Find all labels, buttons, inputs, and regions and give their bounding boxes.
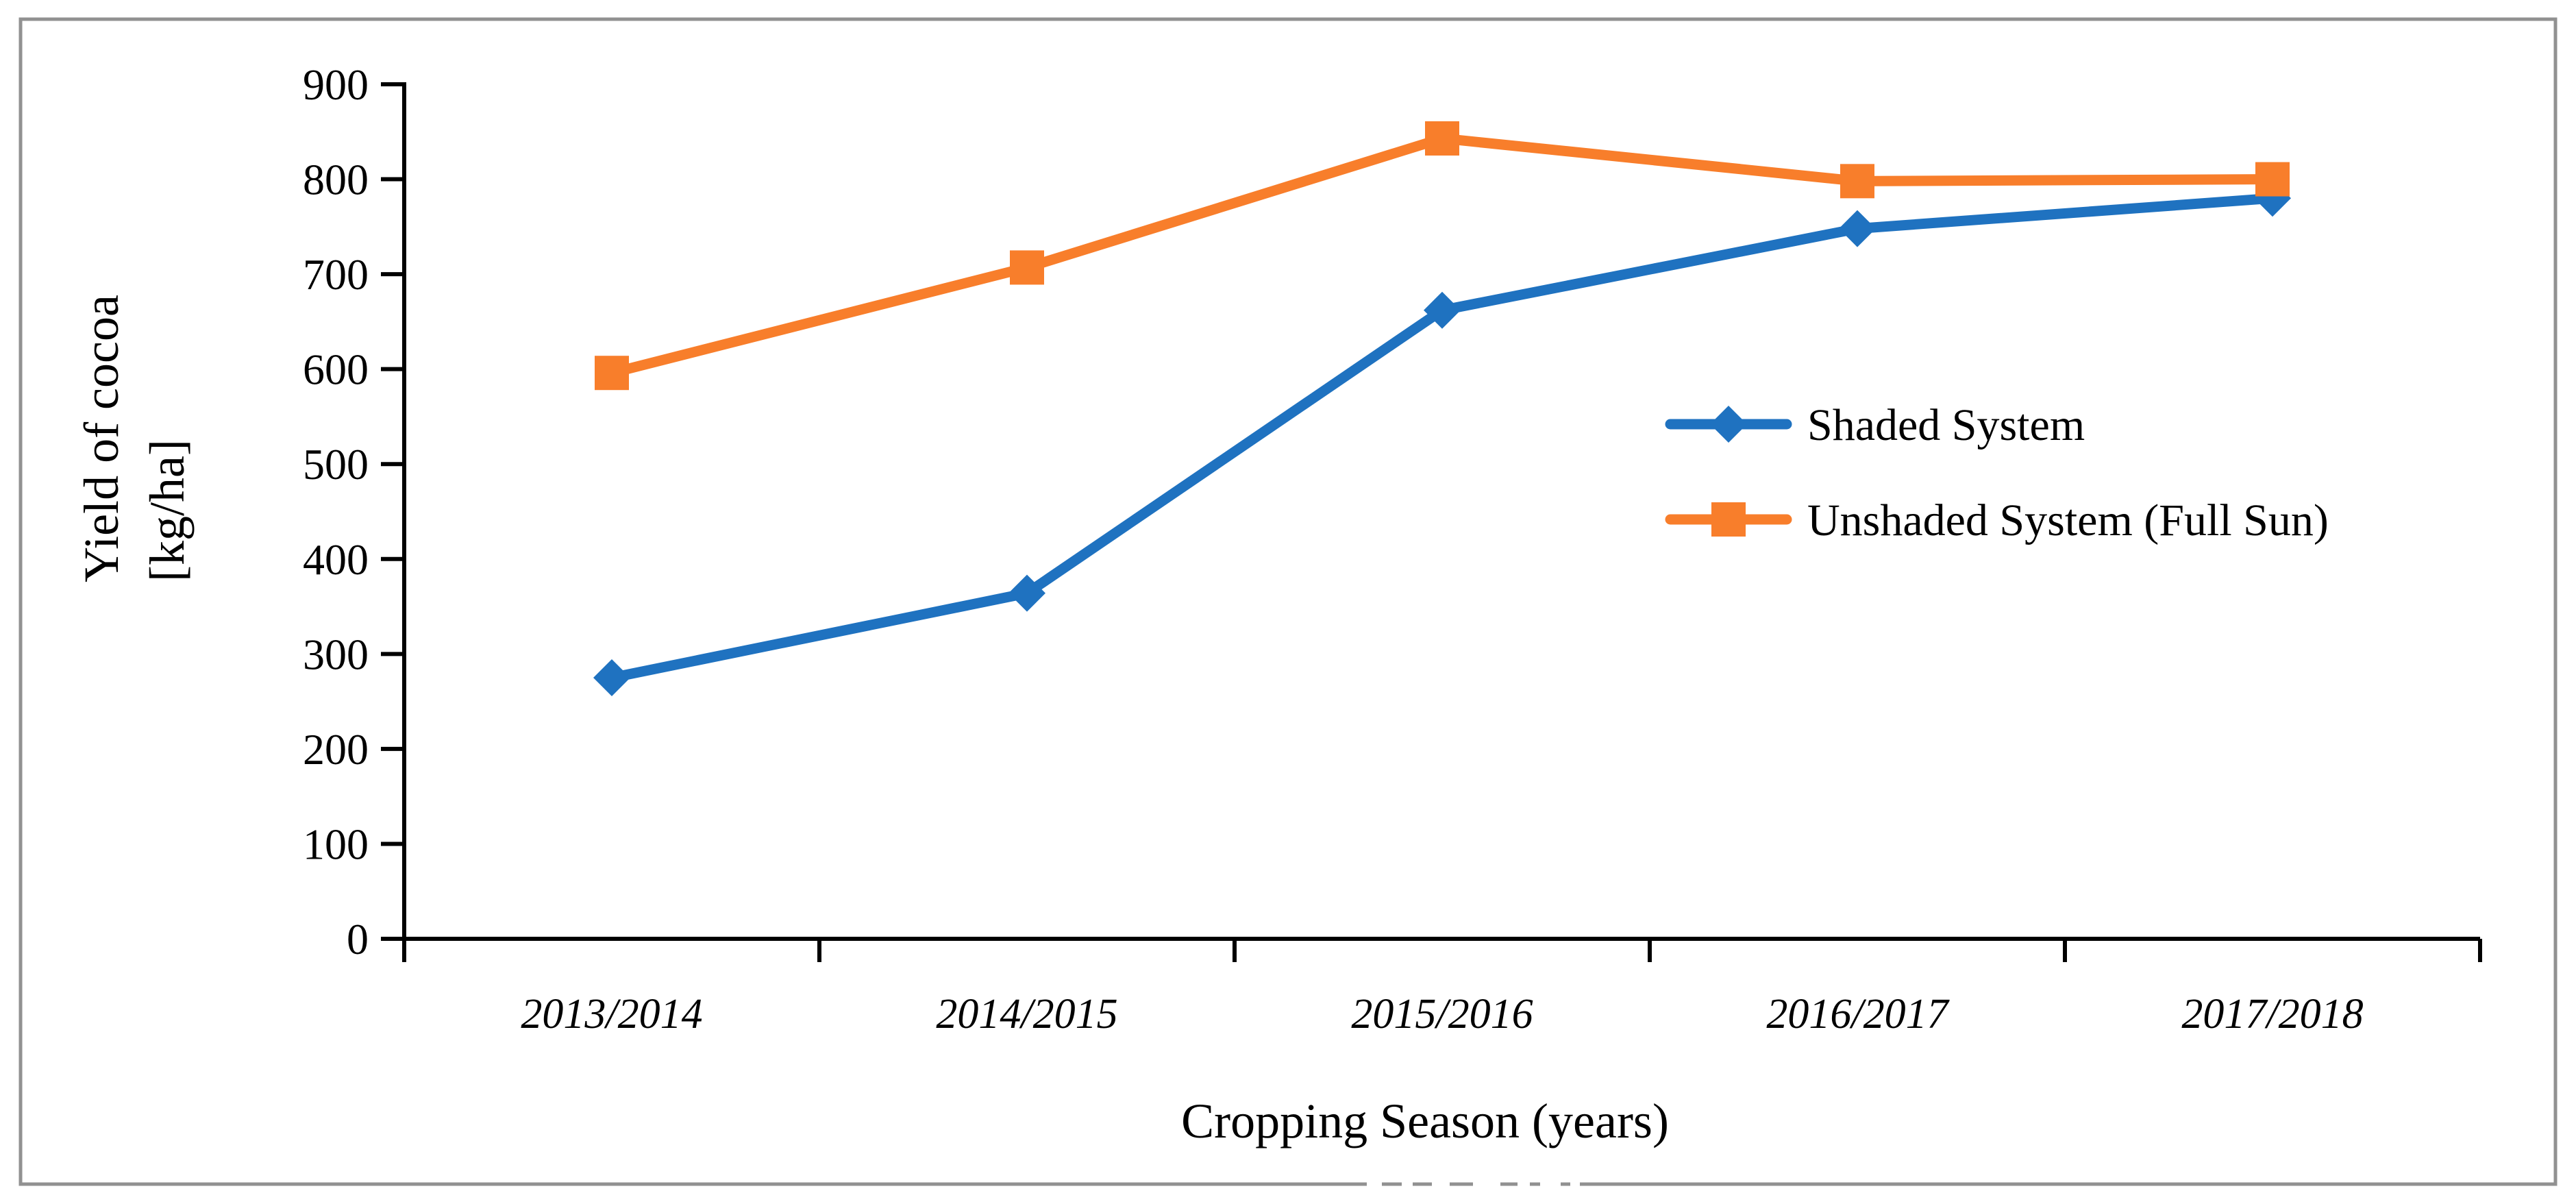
legend-label-unshaded-system: Unshaded System (Full Sun) [1807, 495, 2329, 545]
border-notch [1540, 1180, 1561, 1190]
data-point-unshaded-system-full-sun [1010, 250, 1044, 285]
legend-key-marker-shaded-system [1710, 406, 1747, 443]
legend-key-marker-unshaded-system-full-sun [1711, 502, 1746, 537]
y-tick-label: 600 [303, 345, 369, 394]
x-tick-label: 2017/2018 [2181, 991, 2363, 1037]
data-point-unshaded-system-full-sun [1425, 121, 1459, 156]
y-tick-label: 200 [303, 725, 369, 774]
y-tick-label: 0 [347, 915, 369, 963]
y-tick-label: 800 [303, 156, 369, 204]
data-point-shaded-system [1839, 210, 1876, 247]
series-line-unshaded-system-full-sun [606, 133, 2278, 378]
y-tick-label: 400 [303, 535, 369, 584]
y-tick-label: 700 [303, 250, 369, 299]
data-point-shaded-system [593, 659, 630, 696]
x-tick-label: 2014/2015 [936, 991, 1117, 1037]
border-notch [1402, 1180, 1413, 1190]
data-point-unshaded-system-full-sun [2255, 162, 2290, 197]
figure-border [18, 17, 2558, 1186]
x-tick-label: 2013/2014 [521, 991, 702, 1037]
y-tick-label: 900 [303, 60, 369, 109]
x-axis-title: Cropping Season (years) [1181, 1094, 1669, 1148]
y-axis-title-line2: [kg/ha] [140, 439, 195, 582]
border-notch [1432, 1180, 1450, 1190]
legend-label-shaded-system: Shaded System [1807, 400, 2085, 450]
border-notch [1518, 1180, 1530, 1190]
y-tick-label: 500 [303, 440, 369, 489]
y-tick-label: 100 [303, 820, 369, 868]
data-point-unshaded-system-full-sun [1840, 164, 1874, 199]
border-notch [1570, 1180, 1580, 1190]
legend: Shaded System Unshaded System (Full Sun) [1807, 400, 2329, 545]
border-notch [1367, 1180, 1382, 1190]
x-tick-label: 2015/2016 [1351, 991, 1533, 1037]
bottom-border-artifact [1367, 1180, 1580, 1190]
border-notch [1473, 1180, 1500, 1190]
data-point-shaded-system [1008, 574, 1045, 612]
data-point-unshaded-system-full-sun [595, 356, 629, 391]
y-axis-title-line1: Yield of cocoa [74, 295, 129, 582]
y-tick-label: 300 [303, 630, 369, 678]
x-tick-label: 2016/2017 [1766, 991, 1950, 1037]
data-point-shaded-system [1424, 291, 1461, 329]
